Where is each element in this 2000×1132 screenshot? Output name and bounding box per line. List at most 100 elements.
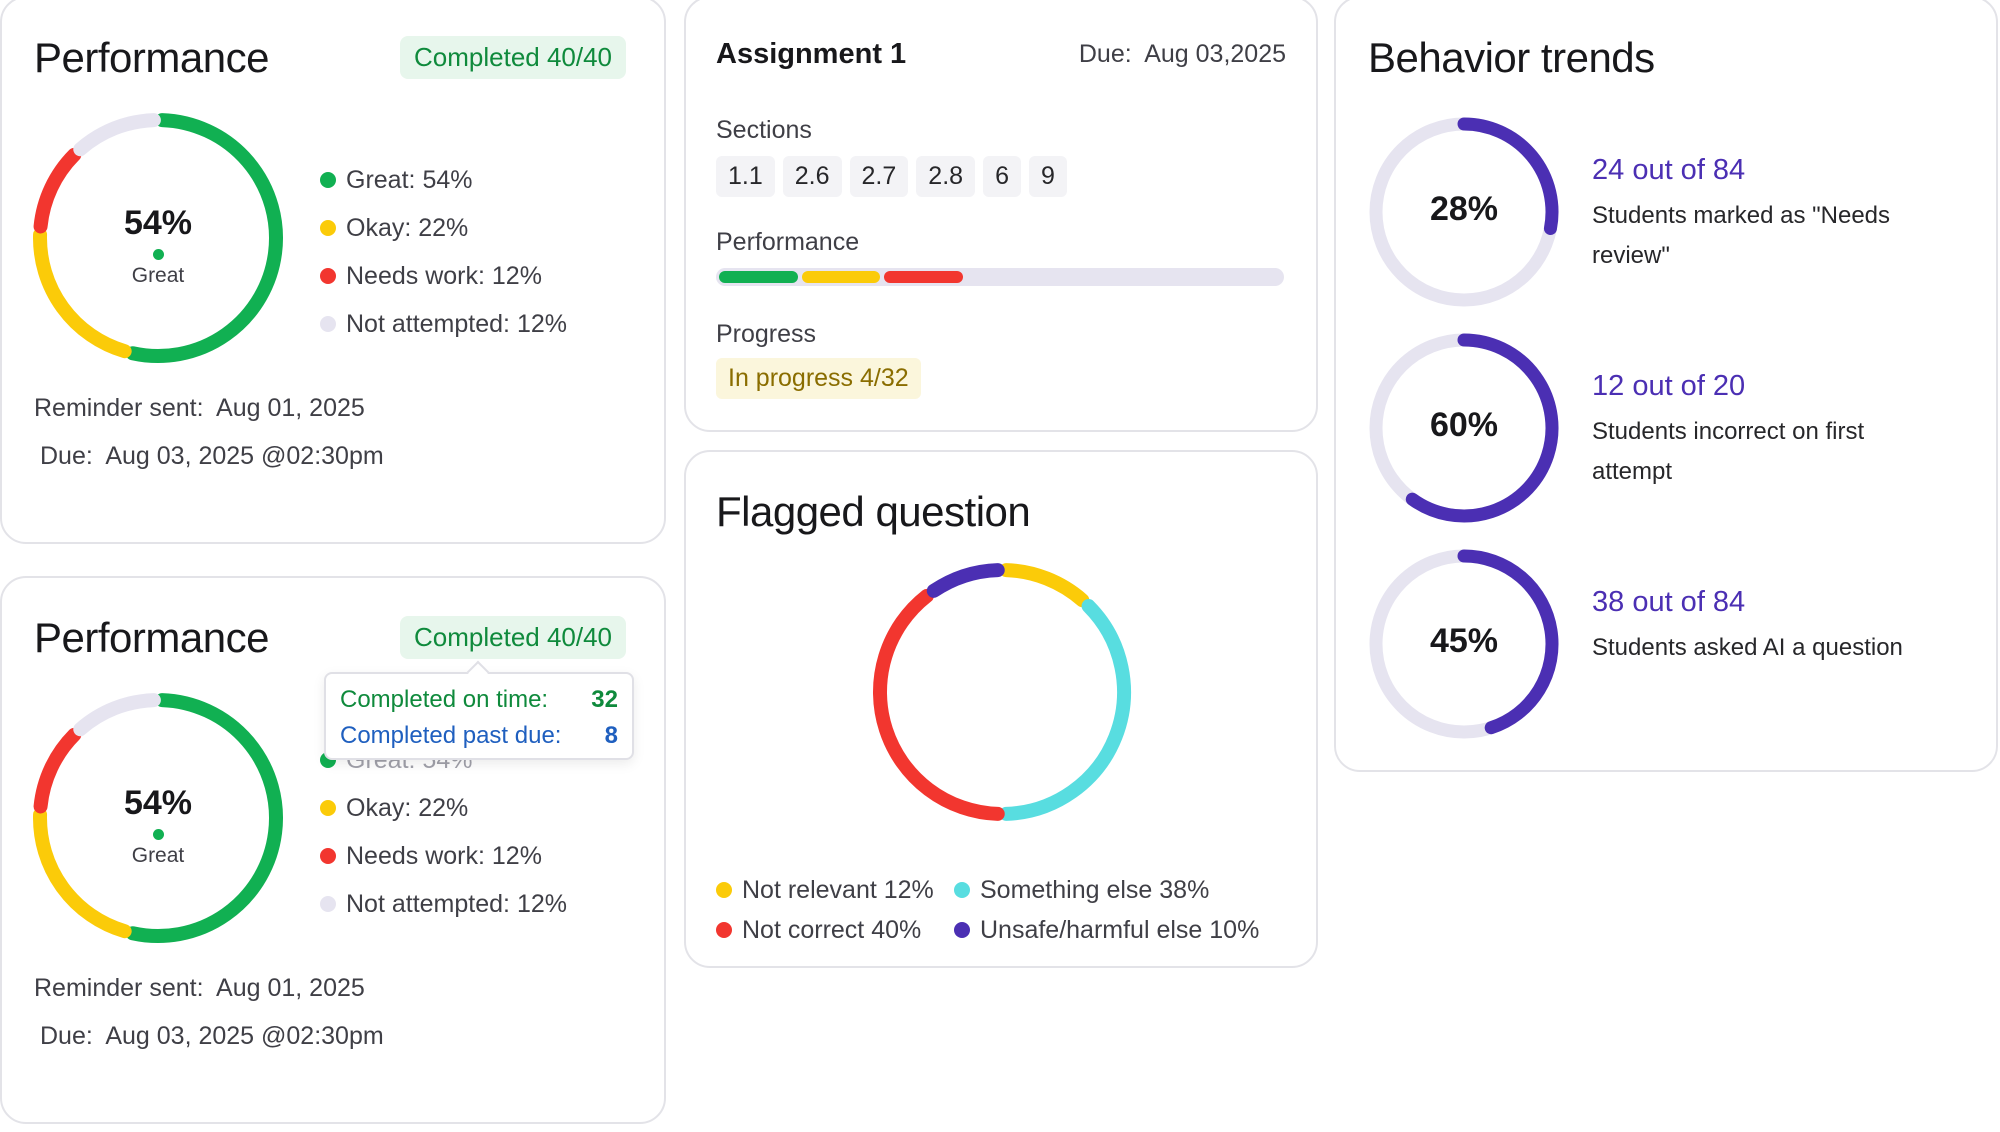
needs-work-dot-icon [320,268,336,284]
tooltip-past-due-label: Completed past due: [340,722,562,749]
completed-badge[interactable]: Completed 40/40 [400,36,627,79]
flagged-donut[interactable] [870,560,1134,824]
ring-progress-arc [1457,117,1559,235]
legend-label: Great: [346,165,416,194]
great-arc[interactable] [125,113,283,363]
okay-arc[interactable] [33,807,132,939]
reminder-line: Reminder sent: Aug 01, 2025 [34,974,365,1003]
legend-label: Okay: [346,213,412,242]
behavior-pct: 45% [1429,622,1499,660]
due-label: Due: [40,1022,93,1050]
not-correct-arc[interactable] [873,588,1005,821]
legend-value: 22% [418,793,469,822]
legend-label: Unsafe/harmful else [980,915,1203,944]
legend-label: Not correct [742,915,865,944]
section-chip[interactable]: 1.1 [716,156,775,197]
completed-badge[interactable]: Completed 40/40 [400,616,627,659]
tooltip-past-due: Completed past due: 8 [340,718,618,754]
tooltip-arrow [466,660,490,684]
performance-legend: Okay: 22% Needs work: 12% Not attempted:… [320,784,567,928]
behavior-count: 24 out of 84 [1592,154,1746,186]
section-chip[interactable]: 6 [983,156,1021,197]
legend-label: Okay: [346,793,412,822]
unsafe-arc[interactable] [926,563,1005,598]
behavior-title: Behavior trends [1368,34,1655,81]
behavior-item[interactable]: 45% 38 out of 84 Students asked AI a que… [1366,546,1986,746]
behavior-desc: Students marked as "Needs review" [1592,202,1891,269]
assignment-due: Due: Aug 03,2025 [1079,40,1286,69]
not-attempted-dot-icon [320,316,336,332]
performance-title: Performance [34,614,269,661]
due-value: Aug 03, 2025 @02:30pm [105,1022,384,1050]
not-attempted-arc[interactable] [73,113,161,157]
progress-badge: In progress 4/32 [716,358,921,399]
legend-label: Something else [980,875,1153,904]
behavior-count: 38 out of 84 [1592,586,1746,618]
flagged-title: Flagged question [716,488,1031,535]
section-chip[interactable]: 2.6 [782,156,842,197]
section-chip[interactable]: 9 [1028,156,1067,197]
tooltip-on-time-label: Completed on time: [340,686,549,713]
performance-bar-okay [801,271,881,283]
legend-value: 54% [422,165,473,194]
reminder-line: Reminder sent: Aug 01, 2025 [34,394,365,423]
behavior-count: 12 out of 20 [1592,370,1746,402]
section-chip[interactable]: 2.8 [916,156,976,197]
legend-item-not-relevant: Not relevant 12% [716,876,954,905]
due-label: Due: [40,442,93,470]
legend-value: 10% [1209,915,1260,944]
not-attempted-dot-icon [320,896,336,912]
legend-label: Needs work: [346,261,485,290]
performance-card-2: Performance Completed 40/40 54% Great Gr… [0,576,666,1124]
ring-progress-arc [1405,333,1559,523]
behavior-desc: Students incorrect on first attempt [1592,418,1865,485]
section-chip[interactable]: 2.7 [849,156,909,197]
behavior-ring [1369,549,1559,739]
behavior-ring [1369,333,1559,523]
legend-label: Not attempted: [346,889,510,918]
donut-center-label: Great [131,264,185,287]
performance-donut[interactable] [28,688,288,948]
ring-progress-arc [1457,549,1559,735]
performance-bar-great [719,271,798,283]
legend-item-okay: Okay: 22% [320,204,567,252]
great-dot-icon [152,829,164,840]
okay-dot-icon [320,220,336,236]
behavior-pct: 60% [1429,406,1499,444]
not-attempted-arc[interactable] [73,693,161,737]
legend-item-needs-work: Needs work: 12% [320,832,567,880]
flagged-question-card: Flagged question Not relevant 12% Someth… [684,450,1318,968]
something-else-arc[interactable] [999,599,1131,821]
behavior-item[interactable]: 28% 24 out of 84 Students marked as "Nee… [1366,114,1986,314]
reminder-label: Reminder sent: [34,974,204,1002]
not-correct-dot-icon [716,922,732,938]
assignment-card: Assignment 1 Due: Aug 03,2025 Sections 1… [684,0,1318,432]
legend-value: 12% [516,889,567,918]
okay-arc[interactable] [33,227,132,359]
performance-title: Performance [34,34,269,81]
due-line: Due: Aug 03, 2025 @02:30pm [40,442,384,471]
legend-item-unsafe: Unsafe/harmful else 10% [954,916,1259,945]
needs-work-arc[interactable] [33,147,82,234]
great-dot-icon [152,249,164,260]
due-value: Aug 03, 2025 @02:30pm [105,442,384,470]
legend-item-great: Great: 54% [320,156,567,204]
performance-donut[interactable] [28,108,288,368]
flagged-legend: Not relevant 12% Something else 38% Not … [716,870,1259,950]
legend-label: Needs work: [346,841,485,870]
not-relevant-arc[interactable] [999,563,1090,608]
completion-tooltip: Completed on time: 32 Completed past due… [324,660,634,760]
great-arc[interactable] [125,693,283,943]
needs-work-arc[interactable] [33,727,82,814]
behavior-item[interactable]: 60% 12 out of 20 Students incorrect on f… [1366,330,1986,530]
sections-label: Sections [716,116,812,144]
legend-item-not-attempted: Not attempted: 12% [320,300,567,348]
tooltip-on-time-value: 32 [591,686,618,713]
something-else-dot-icon [954,882,970,898]
legend-item-something-else: Something else 38% [954,876,1209,905]
flagged-legend-row: Not relevant 12% Something else 38% [716,870,1259,910]
performance-card-1: Performance Completed 40/40 54% Great Gr… [0,0,666,544]
donut-center: 54% Great [78,204,238,288]
legend-value: 12% [491,261,542,290]
not-relevant-dot-icon [716,882,732,898]
